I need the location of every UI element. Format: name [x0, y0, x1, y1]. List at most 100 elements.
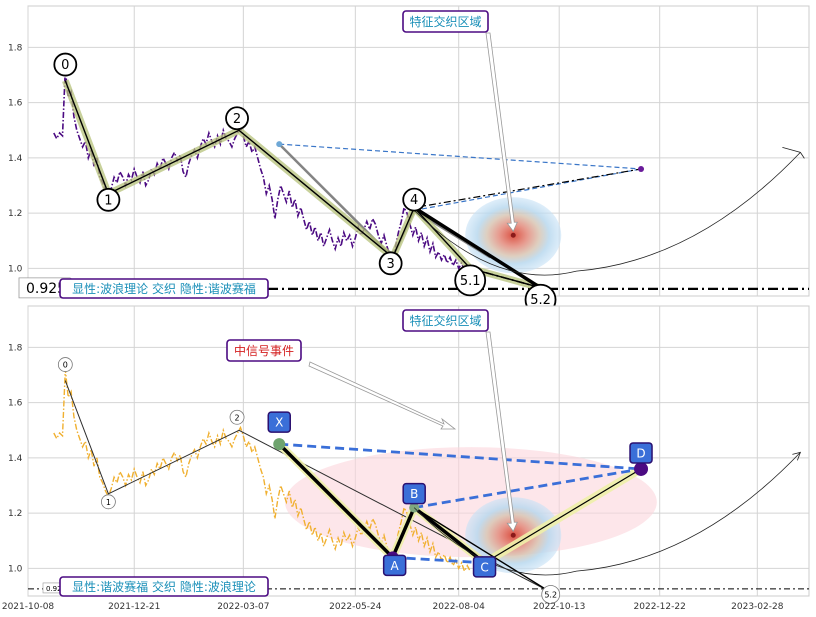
zone-label-text: 特征交织区域: [409, 14, 481, 29]
wave-label-circle: [100, 494, 116, 510]
projection-end-mark: [782, 146, 805, 159]
xabcd-label-X: X: [275, 416, 283, 430]
zone-center-dot: [510, 232, 516, 238]
legend-box: [59, 576, 269, 597]
x-tick-label: 2023-02-28: [731, 602, 784, 612]
projection-curve: [413, 152, 801, 276]
bottom-ellipse: [284, 447, 657, 558]
wave-label-0: 0: [63, 361, 68, 370]
top-grid: [27, 6, 809, 296]
xabcd-label-A: A: [391, 559, 400, 573]
zone-label-box: [402, 309, 489, 332]
zone-label-box: [402, 10, 489, 33]
wave-thick-segment: [413, 206, 542, 290]
price-label-text: 0.9257: [46, 585, 71, 593]
zone-arrow: [485, 32, 518, 233]
bottom-y-ticks: 1.0 1.2 1.4 1.6 1.8: [8, 343, 23, 574]
wave-label-circle: [229, 409, 245, 425]
zone-center-dot: [510, 532, 516, 538]
bottom-projection: [413, 451, 802, 576]
bottom-annotations: 特征交织区域 0.9257 显性:谐波赛福 交织 隐性:波浪理论 中信号事件: [42, 309, 518, 597]
xabcd-label-box: [629, 442, 653, 464]
signal-label-box: [226, 339, 302, 362]
wave-label-4: 4: [410, 193, 418, 208]
xabcd-leg: [391, 506, 416, 559]
wave-label-circle: [454, 264, 487, 297]
x-tick-label: 2021-10-08: [2, 602, 55, 612]
xabcd-label-box: [402, 482, 426, 505]
y-tick-label: 1.6: [8, 99, 23, 109]
wave-label-5.2: 5.2: [544, 590, 557, 599]
top-y-ticks: 1.0 1.2 1.4 1.6 1.8: [8, 43, 23, 274]
signal-label-text: 中信号事件: [234, 343, 294, 358]
x-tick-label: 2022-12-22: [634, 602, 686, 612]
wave-label-circle: [402, 187, 427, 212]
y-tick-label: 1.8: [8, 43, 23, 53]
xabcd-d-dot: [638, 165, 645, 172]
x-tick-label: 2022-08-04: [433, 602, 486, 612]
wave-label-0: 0: [61, 58, 69, 73]
xabcd-dashed-xd: [279, 143, 642, 170]
wave-label-circle: [96, 187, 121, 212]
xabcd-dashed-bd: [413, 467, 642, 509]
legend-text: 显性:谐波赛福 交织 隐性:波浪理论: [72, 579, 256, 594]
legend-box: [59, 278, 269, 299]
price-series-line: [53, 369, 471, 573]
y-tick-label: 1.0: [8, 564, 23, 574]
legend-text: 显性:波浪理论 交织 隐性:谐波赛福: [72, 281, 256, 296]
y-tick-label: 1.4: [8, 154, 23, 164]
wave-label-1: 1: [104, 193, 112, 208]
xabcd-dashed-ac: [392, 555, 485, 565]
wave-label-2: 2: [234, 413, 239, 422]
zone-arrow: [485, 331, 518, 533]
wave-label-circle: [53, 52, 78, 77]
wave-label-circle: [378, 251, 403, 276]
bottom-price-line: [53, 369, 471, 573]
x-tick-label: 2022-03-07: [217, 602, 269, 612]
bottom-panel: 1.0 1.2 1.4 1.6 1.8 0 1 2 5.2 X A B C D 特征交织区域 0.9257…: [8, 305, 810, 604]
wave-label-circle: [541, 585, 561, 604]
y-tick-label: 1.6: [8, 399, 23, 409]
wave-label-circle: [225, 106, 249, 131]
xabcd-label-box: [267, 411, 291, 433]
y-tick-label: 1.0: [8, 264, 23, 274]
projection-curve: [413, 452, 801, 576]
top-price-line: [53, 69, 471, 274]
top-zone: [465, 197, 562, 274]
top-plot-frame: [27, 5, 810, 297]
wave-label-5.1: 5.1: [460, 274, 481, 289]
xabcd-label-box: [382, 554, 407, 577]
wave-label-3: 3: [387, 257, 395, 272]
top-wave-labels: 0 1 2 3 4 5.1 5.2: [53, 52, 557, 316]
xabcd-label-box: [472, 556, 497, 578]
xabcd-leg: [278, 442, 394, 559]
xabcd-leg: [413, 506, 486, 565]
wave-line: [64, 380, 548, 591]
dashdot-segment: [414, 168, 642, 209]
wave-label-2: 2: [233, 112, 241, 127]
xabcd-label-B: B: [410, 487, 418, 501]
x-axis: 2021-10-08 2021-12-21 2022-03-07 2022-05-24…: [2, 602, 784, 612]
xabcd-x-dot: [273, 438, 286, 451]
y-tick-label: 1.8: [8, 343, 23, 353]
wave-label-1: 1: [106, 498, 111, 507]
xabcd-b-extension: [413, 507, 549, 592]
y-tick-label: 1.2: [8, 209, 22, 219]
x-tick-label: 2021-12-21: [108, 602, 160, 612]
projection-arrowhead: [792, 451, 802, 461]
x-tick-label: 2022-10-13: [533, 602, 585, 612]
xabcd-leg: [484, 468, 642, 564]
xabcd-label-D: D: [636, 446, 645, 460]
pattern-ellipse: [284, 447, 657, 558]
bottom-labels: 0 1 2 5.2 X A B C D: [57, 357, 653, 604]
y-tick-label: 1.2: [8, 509, 22, 519]
bottom-wave-lines: [64, 380, 548, 591]
y-tick-label: 1.4: [8, 454, 23, 464]
xabcd-dashed-xd: [279, 442, 642, 471]
signal-arrow: [308, 361, 457, 430]
price-series-line: [53, 69, 471, 274]
xabcd-label-C: C: [480, 560, 488, 574]
